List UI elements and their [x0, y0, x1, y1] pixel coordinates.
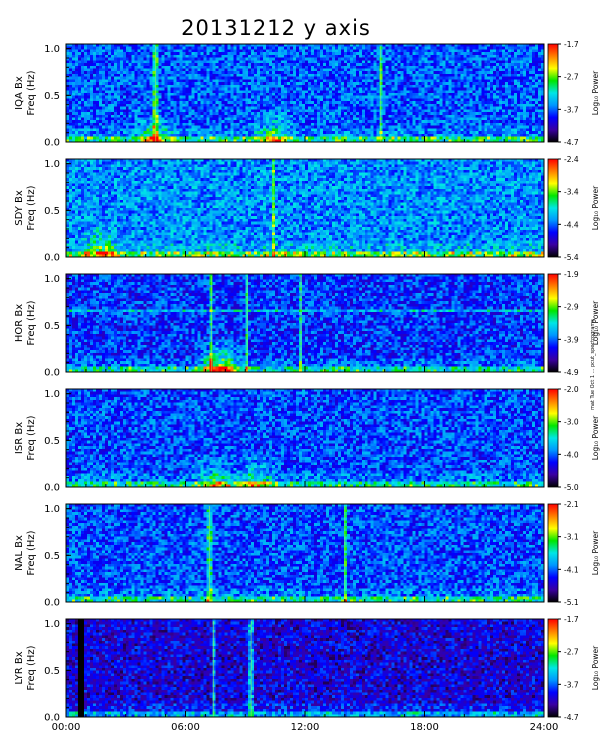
- colorbar-tick-label: -5.0: [564, 483, 579, 492]
- chart-title: 20131212 y axis: [181, 16, 371, 40]
- colorbar-tick-label: -3.1: [564, 533, 579, 542]
- colorbar: [547, 273, 559, 373]
- colorbar-tick-label: -4.1: [564, 565, 579, 574]
- y-tick-label: 0.5: [44, 551, 60, 562]
- colorbar-tick-label: -3.7: [564, 105, 579, 114]
- y-axis-label: Freq (Hz): [26, 530, 37, 575]
- y-axis-label: Freq (Hz): [26, 645, 37, 690]
- x-tick-label: 18:00: [410, 722, 439, 733]
- colorbar-tick-label: -3.9: [564, 335, 579, 344]
- y-axis-label: Freq (Hz): [26, 300, 37, 345]
- x-tick-label: 06:00: [171, 722, 200, 733]
- colorbar-tick-label: -4.4: [564, 220, 579, 229]
- y-tick-label: 0.5: [44, 666, 60, 677]
- colorbar-tick-label: -4.7: [564, 138, 579, 147]
- spectrogram-heatmap: [66, 274, 544, 372]
- colorbar-label: Log₁₀ Power: [591, 70, 600, 115]
- colorbar: [547, 388, 559, 488]
- colorbar-label: Log₁₀ Power: [591, 645, 600, 690]
- colorbar-tick-label: -2.7: [564, 73, 579, 82]
- y-axis-label: Freq (Hz): [26, 70, 37, 115]
- station-label: LYR Bx: [14, 651, 25, 684]
- x-tick-label: 12:00: [291, 722, 320, 733]
- panel-nal: 0.0 0.5 1.0 NAL Bx Freq (Hz) -2.1 -3.1 -4.1 -5.1…: [14, 500, 600, 609]
- colorbar-tick-label: -1.9: [564, 270, 579, 279]
- colorbar-tick-label: -1.7: [564, 40, 579, 49]
- station-label: HOR Bx: [14, 304, 25, 342]
- station-label: IQA Bx: [14, 76, 25, 110]
- y-tick-label: 0.5: [44, 321, 60, 332]
- panel-iqa: 0.0 0.5 1.0 IQA Bx Freq (Hz) -1.7 -2.7 -3.7 -4.7…: [14, 40, 600, 149]
- colorbar-label: Log₁₀ Power: [591, 530, 600, 575]
- y-tick-label: 0.5: [44, 436, 60, 447]
- panel-isr: 0.0 0.5 1.0 ISR Bx Freq (Hz) -2.0 -3.0 -4.0 -5.0…: [14, 385, 600, 494]
- panel-hor: 0.0 0.5 1.0 HOR Bx Freq (Hz) -1.9 -2.9 -3.9 -4.9…: [14, 270, 600, 379]
- station-label: ISR Bx: [14, 422, 25, 454]
- colorbar-tick-label: -1.7: [564, 615, 579, 624]
- colorbar-label: Log₁₀ Power: [591, 415, 600, 460]
- y-tick-label: 1.0: [44, 159, 60, 170]
- colorbar-tick-label: -4.9: [564, 368, 579, 377]
- colorbar-tick-label: -2.1: [564, 500, 579, 509]
- colorbar-tick-label: -4.7: [564, 713, 579, 722]
- colorbar-tick-label: -3.4: [564, 188, 579, 197]
- colorbar-tick-label: -2.7: [564, 648, 579, 657]
- y-tick-label: 1.0: [44, 274, 60, 285]
- spectrogram-heatmap: [66, 389, 544, 487]
- colorbar: [547, 503, 559, 603]
- y-tick-label: 0.0: [44, 138, 60, 149]
- x-tick-label: 24:00: [530, 722, 559, 733]
- y-tick-label: 0.5: [44, 206, 60, 217]
- y-axis-label: Freq (Hz): [26, 185, 37, 230]
- colorbar-tick-label: -2.4: [564, 155, 579, 164]
- colorbar-tick-label: -2.0: [564, 385, 579, 394]
- y-tick-label: 0.0: [44, 713, 60, 724]
- plot-stamp: mat Tue Oct 1 ... pcut_spectrograms: [590, 319, 596, 410]
- x-tick-label: 00:00: [52, 722, 81, 733]
- colorbar-tick-label: -5.4: [564, 253, 579, 262]
- station-label: NAL Bx: [14, 535, 25, 571]
- colorbar-label: Log₁₀ Power: [591, 300, 600, 345]
- y-tick-label: 1.0: [44, 44, 60, 55]
- data-gap: [77, 619, 84, 717]
- colorbar-tick-label: -4.0: [564, 450, 579, 459]
- panel-lyr: 0.0 0.5 1.0 00:00 06:00 12:00 18:00 24:00 LYR Bx…: [14, 615, 600, 733]
- colorbar: [547, 618, 559, 718]
- spectrogram-heatmap: [66, 44, 544, 142]
- y-tick-label: 0.0: [44, 368, 60, 379]
- spectrogram-heatmap: [66, 619, 544, 717]
- colorbar: [547, 158, 559, 258]
- colorbar-tick-label: -5.1: [564, 598, 579, 607]
- y-tick-label: 0.0: [44, 598, 60, 609]
- colorbar: [547, 43, 559, 143]
- panel-sdy: 0.0 0.5 1.0 SDY Bx Freq (Hz) -2.4 -3.4 -4.4 -5.4…: [14, 155, 600, 264]
- colorbar-tick-label: -2.9: [564, 303, 579, 312]
- spectrogram-heatmap: [66, 504, 544, 602]
- y-tick-label: 1.0: [44, 389, 60, 400]
- y-tick-label: 1.0: [44, 619, 60, 630]
- colorbar-tick-label: -3.7: [564, 680, 579, 689]
- y-tick-label: 1.0: [44, 504, 60, 515]
- colorbar-label: Log₁₀ Power: [591, 185, 600, 230]
- colorbar-tick-label: -3.0: [564, 418, 579, 427]
- y-tick-label: 0.0: [44, 483, 60, 494]
- station-label: SDY Bx: [14, 190, 25, 226]
- spectrogram-heatmap: [66, 159, 544, 257]
- y-tick-label: 0.0: [44, 253, 60, 264]
- y-tick-label: 0.5: [44, 91, 60, 102]
- y-axis-label: Freq (Hz): [26, 415, 37, 460]
